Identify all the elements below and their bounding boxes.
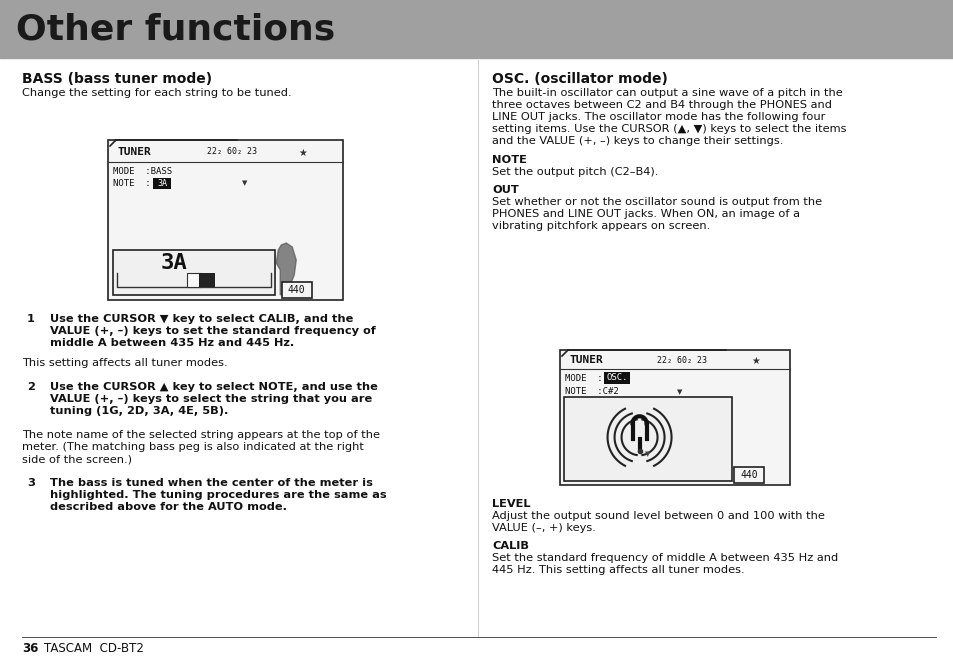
Text: TUNER: TUNER [569, 356, 603, 366]
Text: This setting affects all tuner modes.: This setting affects all tuner modes. [22, 358, 228, 368]
Text: VALUE (+, –) keys to set the standard frequency of: VALUE (+, –) keys to set the standard fr… [50, 326, 375, 336]
Text: TASCAM  CD-BT2: TASCAM CD-BT2 [44, 643, 144, 656]
Text: VALUE (–, +) keys.: VALUE (–, +) keys. [492, 523, 596, 533]
Text: NOTE  :C#2: NOTE :C#2 [564, 387, 618, 397]
Text: Set whether or not the oscillator sound is output from the: Set whether or not the oscillator sound … [492, 197, 821, 207]
Text: 1: 1 [27, 314, 35, 324]
Text: Use the CURSOR ▼ key to select CALIB, and the: Use the CURSOR ▼ key to select CALIB, an… [50, 314, 353, 324]
Polygon shape [276, 243, 296, 295]
Text: middle A between 435 Hz and 445 Hz.: middle A between 435 Hz and 445 Hz. [50, 338, 294, 348]
Text: LINE OUT jacks. The oscillator mode has the following four: LINE OUT jacks. The oscillator mode has … [492, 112, 824, 122]
Bar [108, 140, 343, 300]
Text: 440: 440 [288, 285, 305, 295]
Bar [559, 350, 789, 485]
Text: 2: 2 [27, 382, 35, 393]
Text: OSC. (oscillator mode): OSC. (oscillator mode) [492, 72, 667, 86]
Bar [281, 282, 312, 298]
Text: MODE  :BASS: MODE :BASS [112, 167, 172, 176]
Text: The bass is tuned when the center of the meter is: The bass is tuned when the center of the… [50, 478, 373, 488]
Text: TUNER: TUNER [118, 147, 152, 157]
Text: The note name of the selected string appears at the top of the: The note name of the selected string app… [22, 430, 379, 440]
Bar [112, 250, 274, 295]
Text: described above for the AUTO mode.: described above for the AUTO mode. [50, 503, 287, 513]
Text: 3A: 3A [157, 178, 167, 188]
Text: 22₂ 60₂ 23: 22₂ 60₂ 23 [656, 356, 706, 365]
Text: CALIB: CALIB [492, 541, 529, 551]
Text: MODE  :: MODE : [564, 374, 602, 383]
Text: NOTE  :: NOTE : [112, 179, 151, 188]
Text: OSC.: OSC. [605, 373, 627, 382]
Bar [152, 178, 171, 189]
Text: Other functions: Other functions [16, 12, 335, 46]
Bar [733, 467, 763, 483]
Text: 440: 440 [740, 470, 757, 480]
Text: ▼: ▼ [644, 452, 650, 457]
Text: Change the setting for each string to be tuned.: Change the setting for each string to be… [22, 88, 292, 98]
Text: Set the output pitch (C2–B4).: Set the output pitch (C2–B4). [492, 167, 658, 177]
Text: NOTE: NOTE [492, 155, 526, 165]
Text: PHONES and LINE OUT jacks. When ON, an image of a: PHONES and LINE OUT jacks. When ON, an i… [492, 209, 800, 219]
Bar [603, 372, 629, 384]
Text: three octaves between C2 and B4 through the PHONES and: three octaves between C2 and B4 through … [492, 100, 831, 110]
Text: highlighted. The tuning procedures are the same as: highlighted. The tuning procedures are t… [50, 491, 386, 501]
Text: 3A: 3A [161, 252, 188, 272]
Text: 445 Hz. This setting affects all tuner modes.: 445 Hz. This setting affects all tuner m… [492, 565, 744, 575]
Bar [0, 0, 953, 58]
Text: and the VALUE (+, –) keys to change their settings.: and the VALUE (+, –) keys to change thei… [492, 136, 782, 146]
Text: BASS (bass tuner mode): BASS (bass tuner mode) [22, 72, 212, 86]
Text: 22₂ 60₂ 23: 22₂ 60₂ 23 [207, 148, 256, 156]
Text: tuning (1G, 2D, 3A, 4E, 5B).: tuning (1G, 2D, 3A, 4E, 5B). [50, 407, 228, 417]
Text: Adjust the output sound level between 0 and 100 with the: Adjust the output sound level between 0 … [492, 511, 824, 521]
Bar [563, 397, 731, 481]
Text: 3: 3 [27, 478, 35, 488]
Text: The built-in oscillator can output a sine wave of a pitch in the: The built-in oscillator can output a sin… [492, 88, 841, 98]
Text: Set the standard frequency of middle A between 435 Hz and: Set the standard frequency of middle A b… [492, 553, 838, 563]
Text: ★: ★ [750, 356, 760, 366]
Text: VALUE (+, –) keys to select the string that you are: VALUE (+, –) keys to select the string t… [50, 395, 372, 405]
Text: meter. (The matching bass peg is also indicated at the right: meter. (The matching bass peg is also in… [22, 442, 363, 452]
Text: 36: 36 [22, 643, 38, 656]
Text: setting items. Use the CURSOR (▲, ▼) keys to select the items: setting items. Use the CURSOR (▲, ▼) key… [492, 124, 845, 134]
Text: OUT: OUT [492, 185, 518, 195]
Text: ▼: ▼ [241, 180, 247, 187]
Text: ▼: ▼ [677, 389, 681, 395]
Bar [198, 273, 214, 287]
Bar [187, 273, 200, 287]
Text: vibrating pitchfork appears on screen.: vibrating pitchfork appears on screen. [492, 221, 709, 231]
Text: Use the CURSOR ▲ key to select NOTE, and use the: Use the CURSOR ▲ key to select NOTE, and… [50, 382, 377, 393]
Text: side of the screen.): side of the screen.) [22, 454, 132, 464]
Text: LEVEL: LEVEL [492, 499, 530, 509]
Text: ★: ★ [298, 148, 307, 158]
